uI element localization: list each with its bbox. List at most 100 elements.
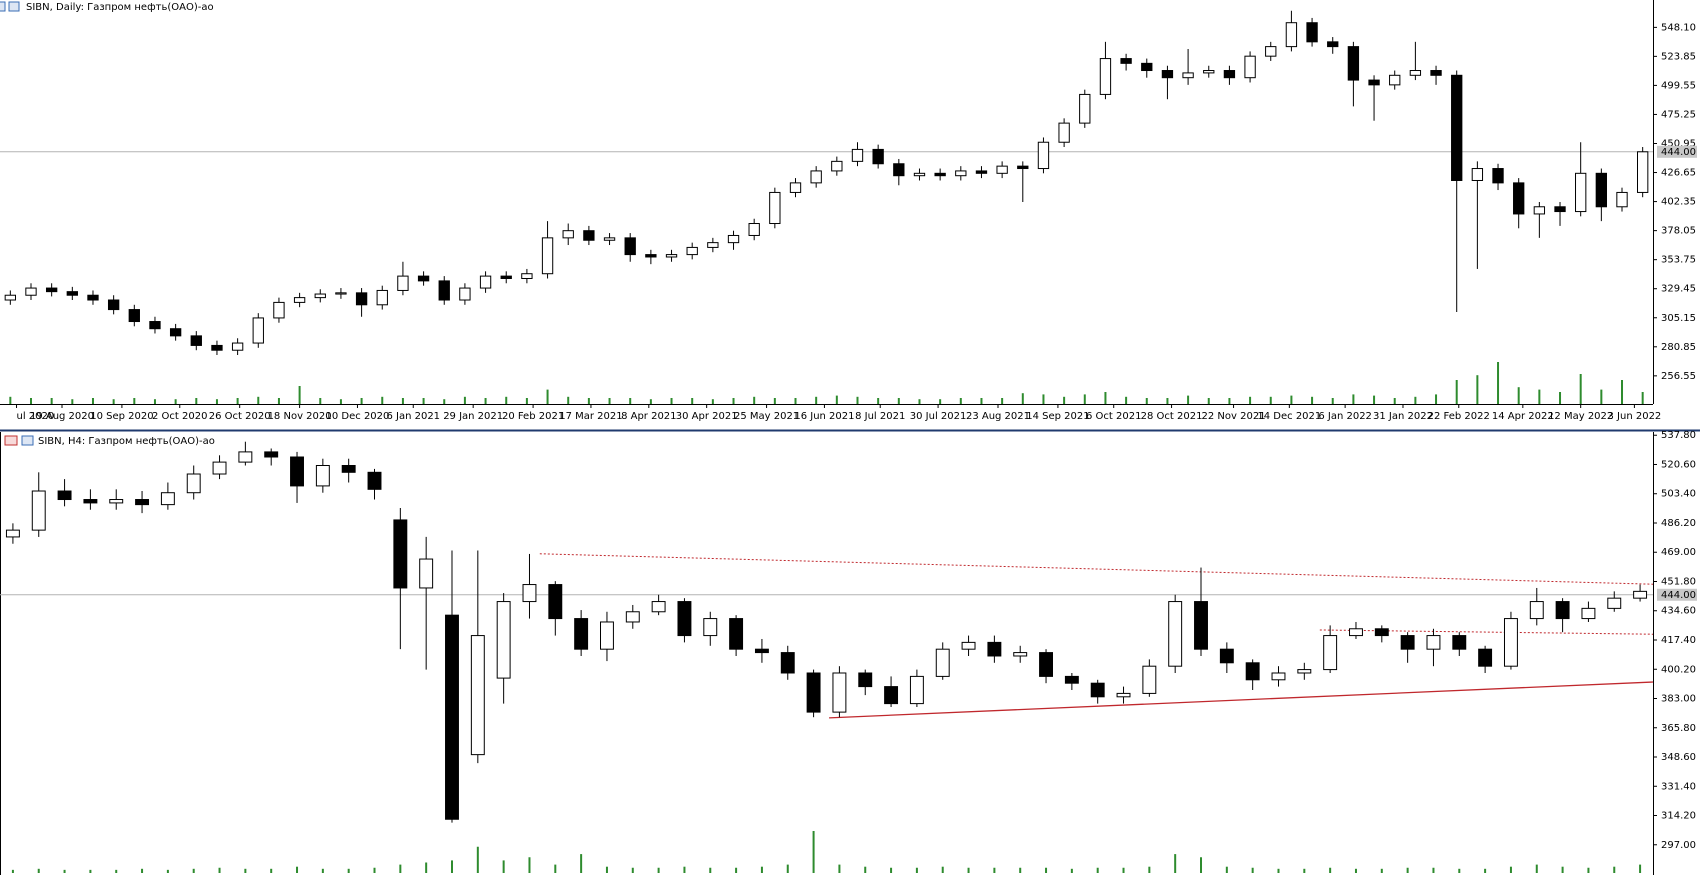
volume-bar	[794, 398, 797, 404]
candle-body	[1430, 70, 1442, 76]
volume-bar	[319, 398, 322, 404]
candle-body	[987, 641, 1002, 657]
x-tick-label: 16 Jun 2021	[794, 411, 854, 422]
candle-body	[1368, 79, 1380, 86]
candle-body	[212, 461, 227, 475]
volume-bar	[1432, 867, 1435, 873]
candle-body	[703, 618, 718, 637]
candle-body	[231, 342, 244, 351]
candle-body	[780, 652, 795, 674]
volume-bar	[1354, 868, 1357, 873]
candle-body	[832, 672, 847, 713]
y-tick-label: 417.40	[1661, 635, 1696, 646]
candle-body	[1327, 41, 1339, 48]
volume-bar	[546, 389, 549, 404]
candle-body	[686, 246, 698, 256]
y-tick-label: 400.20	[1661, 664, 1696, 675]
y-tick-label: 256.55	[1661, 371, 1696, 382]
candle-body	[955, 170, 967, 177]
volume-bar	[1435, 394, 1438, 404]
candle-body	[1244, 55, 1256, 79]
candle-body	[522, 584, 537, 603]
volume-bar	[1200, 857, 1203, 873]
volume-bar	[649, 399, 652, 404]
candle-body	[1347, 46, 1360, 81]
candle-body	[665, 254, 678, 258]
candle-body	[314, 293, 326, 299]
volume-bar	[915, 867, 918, 873]
candle-body	[1037, 141, 1050, 170]
volume-bar	[1001, 398, 1004, 404]
candle-body	[341, 465, 356, 473]
y-tick-label: 383.00	[1661, 694, 1696, 705]
volume-bar	[856, 396, 859, 404]
volume-bar	[691, 398, 694, 404]
candle-body	[1471, 168, 1484, 181]
x-tick-label: 10 Dec 2020	[326, 411, 390, 422]
volume-bar	[890, 867, 893, 873]
candle-body	[541, 237, 554, 275]
candle-body	[1141, 62, 1153, 72]
volume-bar	[1045, 867, 1048, 873]
volume-bar	[1042, 394, 1045, 404]
volume-bar	[1083, 394, 1086, 404]
candle-body	[1581, 607, 1596, 620]
y-tick-label: 548.10	[1661, 22, 1696, 33]
x-tick-label: 18 Nov 2020	[268, 411, 332, 422]
volume-bar	[450, 860, 453, 873]
volume-bar	[195, 398, 198, 404]
candle-body	[1194, 601, 1208, 650]
candle-body	[603, 237, 616, 241]
candle-body	[1533, 206, 1546, 215]
volume-bar	[1484, 868, 1487, 873]
candle-body	[5, 529, 20, 538]
candle-body	[57, 490, 72, 501]
volume-bar	[37, 868, 40, 873]
x-tick-label: 8 Apr 2021	[621, 411, 676, 422]
candle-body	[1374, 628, 1389, 637]
volume-bar	[1600, 389, 1603, 404]
y-tick-label: 378.05	[1661, 226, 1696, 237]
candle-body	[1492, 168, 1504, 184]
candle-body	[500, 275, 512, 279]
volume-bar	[425, 862, 428, 873]
candle-body	[884, 686, 899, 705]
volume-bar	[112, 399, 115, 404]
candle-body	[1513, 182, 1525, 215]
last-price-box	[1657, 588, 1697, 601]
chart-title: SIBN, Daily: Газпром нефть(ОАО)-ао	[26, 2, 214, 13]
volume-bar	[939, 399, 942, 404]
x-tick-label: 14 Sep 2021	[1026, 411, 1089, 422]
candle-body	[913, 172, 926, 177]
candle-body	[1349, 628, 1363, 637]
candle-body	[1099, 58, 1112, 95]
last-price-label: 444.00	[1661, 590, 1696, 601]
volume-bar	[1331, 398, 1334, 404]
volume-bar	[339, 399, 342, 404]
y-tick-label: 434.60	[1661, 606, 1696, 617]
candle-body	[1079, 93, 1091, 124]
y-tick-label: 353.75	[1661, 255, 1696, 266]
volume-bar	[580, 854, 583, 873]
volume-bar	[709, 867, 712, 873]
candle-body	[87, 294, 99, 301]
candle-body	[1426, 635, 1441, 650]
volume-bar	[711, 399, 714, 404]
y-tick-label: 499.55	[1661, 80, 1696, 91]
volume-bar	[502, 860, 505, 873]
candle-body	[417, 275, 430, 282]
volume-bar	[1509, 866, 1512, 873]
x-tick-label: 22 Feb 2022	[1428, 411, 1490, 422]
x-tick-label: 2 Oct 2020	[152, 411, 207, 422]
volume-bar	[1019, 867, 1022, 873]
volume-bar	[1538, 389, 1541, 404]
candle-body	[1555, 601, 1570, 620]
volume-bar	[296, 866, 299, 873]
x-tick-label: 23 Aug 2021	[966, 411, 1030, 422]
volume-bar	[63, 869, 66, 873]
volume-bar	[760, 866, 763, 873]
y-tick-label: 305.15	[1661, 313, 1696, 324]
volume-bar	[835, 395, 838, 404]
candle-body	[975, 170, 988, 174]
bottom-title-icons	[4, 435, 34, 446]
